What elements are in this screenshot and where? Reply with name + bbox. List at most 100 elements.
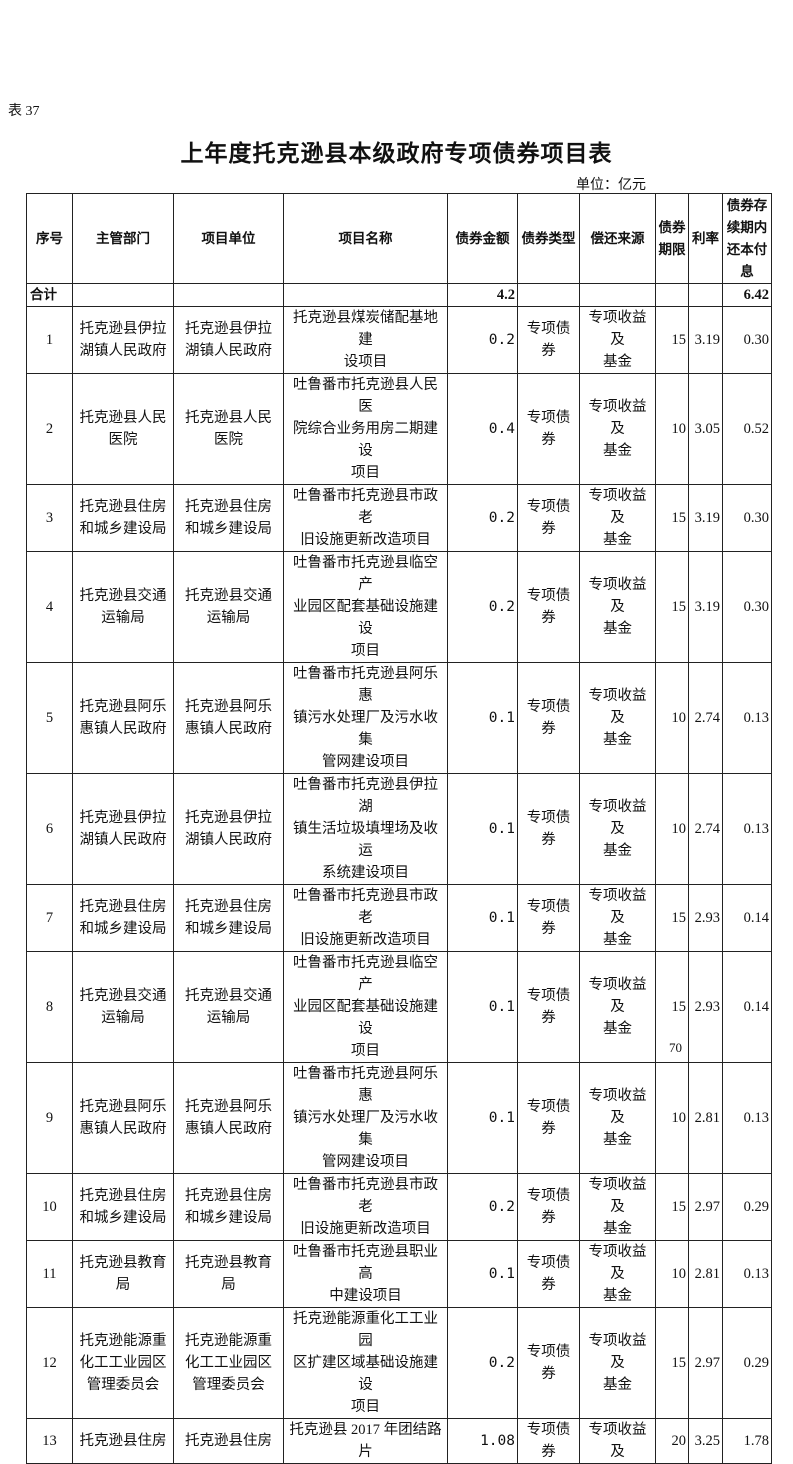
repayment-cell: 1.78 bbox=[722, 1418, 772, 1464]
type-cell: 专项债券 bbox=[517, 1418, 580, 1464]
col-header-source: 偿还来源 bbox=[579, 193, 656, 284]
repayment-cell: 0.14 bbox=[722, 884, 772, 952]
dept-cell: 托克逊县伊拉 湖镇人民政府 bbox=[72, 306, 174, 374]
unit-cell: 托克逊县住房 和城乡建设局 bbox=[173, 1173, 284, 1241]
type-cell: 专项债券 bbox=[517, 773, 580, 885]
project-name-cell: 吐鲁番市托克逊县伊拉湖 镇生活垃圾填埋场及收运 系统建设项目 bbox=[283, 773, 448, 885]
rate-cell: 2.74 bbox=[688, 662, 723, 774]
project-name-cell: 吐鲁番市托克逊县市政老 旧设施更新改造项目 bbox=[283, 1173, 448, 1241]
unit-cell: 托克逊县阿乐 惠镇人民政府 bbox=[173, 662, 284, 774]
term-cell: 10 bbox=[655, 773, 689, 885]
term-cell: 15 bbox=[655, 1173, 689, 1241]
project-name-cell: 托克逊能源重化工工业园 区扩建区域基础设施建设 项目 bbox=[283, 1307, 448, 1419]
term-cell: 10 bbox=[655, 373, 689, 485]
unit-cell: 托克逊县伊拉 湖镇人民政府 bbox=[173, 773, 284, 885]
dept-cell: 托克逊县住房 和城乡建设局 bbox=[72, 484, 174, 552]
rate-cell: 2.93 bbox=[688, 884, 723, 952]
amount-cell: 0.1 bbox=[447, 951, 518, 1063]
table-row: 4 托克逊县交通 运输局 托克逊县交通 运输局 吐鲁番市托克逊县临空产 业园区配套基础… bbox=[26, 551, 772, 663]
term-cell: 15 bbox=[655, 951, 689, 1063]
source-cell: 专项收益及 基金 bbox=[579, 551, 656, 663]
repayment-cell: 0.30 bbox=[722, 551, 772, 663]
col-header-rate: 利率 bbox=[688, 193, 723, 284]
rate-cell: 3.25 bbox=[688, 1418, 723, 1464]
rate-cell: 3.19 bbox=[688, 551, 723, 663]
table-row: 3 托克逊县住房 和城乡建设局 托克逊县住房 和城乡建设局 吐鲁番市托克逊县市政老 旧… bbox=[26, 484, 772, 552]
total-row: 合计 4.2 6.42 bbox=[26, 283, 772, 307]
unit-cell: 托克逊能源重 化工工业园区 管理委员会 bbox=[173, 1307, 284, 1419]
type-cell: 专项债券 bbox=[517, 662, 580, 774]
source-cell: 专项收益及 基金 bbox=[579, 306, 656, 374]
source-cell: 专项收益及 基金 bbox=[579, 1173, 656, 1241]
header-row: 序号 主管部门 项目单位 项目名称 债券金额 债券类型 偿还来源 债券 期限 利… bbox=[26, 193, 772, 284]
table-row: 2 托克逊县人民 医院 托克逊县人民 医院 吐鲁番市托克逊县人民医 院综合业务用房二期… bbox=[26, 373, 772, 485]
table-row: 1 托克逊县伊拉 湖镇人民政府 托克逊县伊拉 湖镇人民政府 托克逊县煤炭储配基地建 设… bbox=[26, 306, 772, 374]
repayment-cell: 0.30 bbox=[722, 306, 772, 374]
row-number: 12 bbox=[26, 1307, 73, 1419]
project-name-cell: 吐鲁番市托克逊县阿乐惠 镇污水处理厂及污水收集 管网建设项目 bbox=[283, 662, 448, 774]
amount-cell: 0.2 bbox=[447, 1173, 518, 1241]
project-name-cell: 吐鲁番市托克逊县人民医 院综合业务用房二期建设 项目 bbox=[283, 373, 448, 485]
repayment-cell: 0.13 bbox=[722, 773, 772, 885]
table-row: 13 托克逊县住房 托克逊县住房 托克逊县 2017 年团结路片 1.08 专项债券 专项收… bbox=[26, 1418, 772, 1464]
rate-cell: 3.19 bbox=[688, 484, 723, 552]
amount-cell: 0.2 bbox=[447, 484, 518, 552]
dept-cell: 托克逊县住房 和城乡建设局 bbox=[72, 884, 174, 952]
dept-cell: 托克逊县住房 和城乡建设局 bbox=[72, 1173, 174, 1241]
row-number: 10 bbox=[26, 1173, 73, 1241]
amount-cell: 0.1 bbox=[447, 884, 518, 952]
dept-cell: 托克逊县住房 bbox=[72, 1418, 174, 1464]
table-row: 8 托克逊县交通 运输局 托克逊县交通 运输局 吐鲁番市托克逊县临空产 业园区配套基础… bbox=[26, 951, 772, 1063]
source-cell: 专项收益及 基金 bbox=[579, 1307, 656, 1419]
table-row: 9 托克逊县阿乐 惠镇人民政府 托克逊县阿乐 惠镇人民政府 吐鲁番市托克逊县阿乐惠 镇… bbox=[26, 1062, 772, 1174]
repayment-cell: 0.52 bbox=[722, 373, 772, 485]
type-cell: 专项债券 bbox=[517, 306, 580, 374]
amount-cell: 0.4 bbox=[447, 373, 518, 485]
type-cell: 专项债券 bbox=[517, 884, 580, 952]
total-empty bbox=[688, 283, 723, 307]
unit-cell: 托克逊县伊拉 湖镇人民政府 bbox=[173, 306, 284, 374]
source-cell: 专项收益及 基金 bbox=[579, 1062, 656, 1174]
project-name-cell: 托克逊县煤炭储配基地建 设项目 bbox=[283, 306, 448, 374]
project-name-cell: 吐鲁番市托克逊县阿乐惠 镇污水处理厂及污水收集 管网建设项目 bbox=[283, 1062, 448, 1174]
source-cell: 专项收益及 基金 bbox=[579, 662, 656, 774]
amount-cell: 0.1 bbox=[447, 1062, 518, 1174]
type-cell: 专项债券 bbox=[517, 373, 580, 485]
rate-cell: 3.19 bbox=[688, 306, 723, 374]
type-cell: 专项债券 bbox=[517, 551, 580, 663]
rate-cell: 2.81 bbox=[688, 1240, 723, 1308]
row-number: 4 bbox=[26, 551, 73, 663]
type-cell: 专项债券 bbox=[517, 1173, 580, 1241]
col-header-unit: 项目单位 bbox=[173, 193, 284, 284]
repayment-cell: 0.13 bbox=[722, 662, 772, 774]
col-header-no: 序号 bbox=[26, 193, 73, 284]
table-label: 表 37 bbox=[8, 104, 40, 119]
project-name-cell: 托克逊县 2017 年团结路片 bbox=[283, 1418, 448, 1464]
bond-projects-table: 序号 主管部门 项目单位 项目名称 债券金额 债券类型 偿还来源 债券 期限 利… bbox=[26, 193, 772, 1464]
rate-cell: 3.05 bbox=[688, 373, 723, 485]
repayment-cell: 0.13 bbox=[722, 1240, 772, 1308]
project-name-cell: 吐鲁番市托克逊县市政老 旧设施更新改造项目 bbox=[283, 484, 448, 552]
unit-label: 单位：亿元 bbox=[576, 178, 646, 193]
term-cell: 15 bbox=[655, 484, 689, 552]
row-number: 11 bbox=[26, 1240, 73, 1308]
amount-cell: 0.1 bbox=[447, 773, 518, 885]
row-number: 5 bbox=[26, 662, 73, 774]
type-cell: 专项债券 bbox=[517, 1062, 580, 1174]
term-cell: 20 bbox=[655, 1418, 689, 1464]
term-cell: 15 bbox=[655, 1307, 689, 1419]
total-empty bbox=[517, 283, 580, 307]
source-cell: 专项收益及 基金 bbox=[579, 373, 656, 485]
dept-cell: 托克逊县伊拉 湖镇人民政府 bbox=[72, 773, 174, 885]
page-title: 上年度托克逊县本级政府专项债券项目表 bbox=[180, 141, 613, 167]
table-row: 5 托克逊县阿乐 惠镇人民政府 托克逊县阿乐 惠镇人民政府 吐鲁番市托克逊县阿乐惠 镇… bbox=[26, 662, 772, 774]
dept-cell: 托克逊县人民 医院 bbox=[72, 373, 174, 485]
row-number: 7 bbox=[26, 884, 73, 952]
row-number: 9 bbox=[26, 1062, 73, 1174]
term-cell: 15 bbox=[655, 306, 689, 374]
dept-cell: 托克逊县教育 局 bbox=[72, 1240, 174, 1308]
amount-cell: 0.2 bbox=[447, 306, 518, 374]
type-cell: 专项债券 bbox=[517, 484, 580, 552]
type-cell: 专项债券 bbox=[517, 1240, 580, 1308]
source-cell: 专项收益及 基金 bbox=[579, 1240, 656, 1308]
